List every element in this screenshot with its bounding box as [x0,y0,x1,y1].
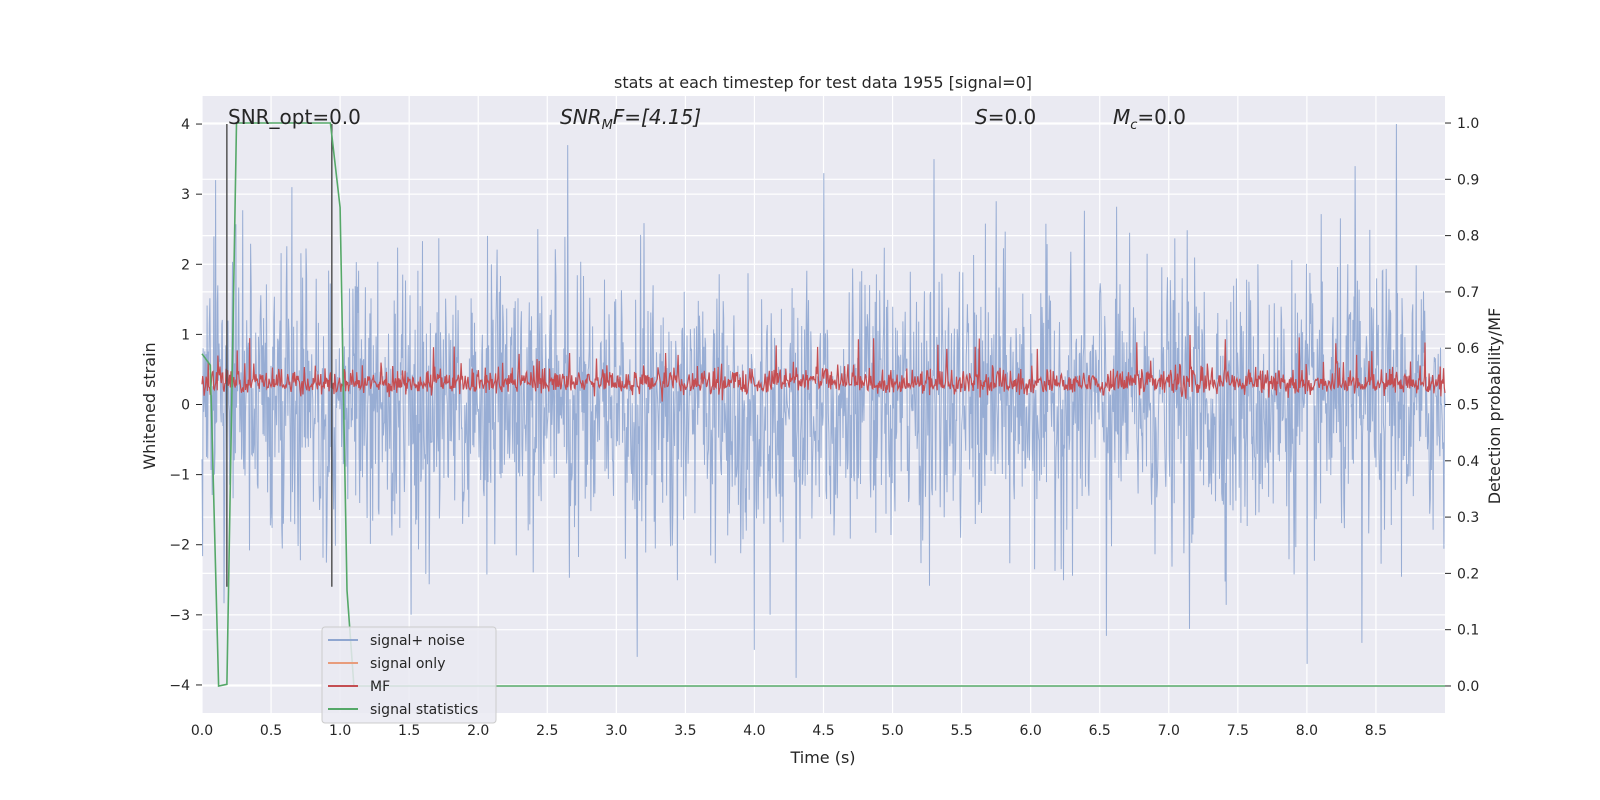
legend-label-mf: MF [370,679,390,695]
annotation-snr-mf-sub: M [602,118,613,133]
y-tick-label: 3 [181,187,190,203]
vertical-markers [226,124,333,587]
x-tick-label: 6.0 [1020,723,1042,739]
y-right-tick-label: 0.0 [1457,679,1479,695]
x-tick-label: 2.5 [536,723,558,739]
series-signal-noise [201,123,1446,678]
y-right-tick-label: 0.7 [1457,285,1479,301]
annotation-snr-opt: SNR_opt=0.0 [228,105,361,129]
y-right-tick-label: 0.4 [1457,454,1479,470]
x-tick-label: 4.5 [812,723,834,739]
x-tick-label: 8.0 [1296,723,1318,739]
x-tick-label: 0.0 [191,723,213,739]
x-tick-label: 1.5 [398,723,420,739]
y-right-tick-label: 0.1 [1457,623,1479,639]
annotation-snr-mf-rest: F=[4.15] [613,105,701,129]
x-ticks: 0.0 0.5 1.0 1.5 2.0 2.5 3.0 3.5 4.0 4.5 5.0 5.5 6.0 6… [191,723,1387,739]
y-right-tick-label: 1.0 [1457,116,1479,132]
y-tick-label: −2 [169,538,190,554]
y-tick-label: 4 [181,117,190,133]
y-right-tick-label: 0.3 [1457,510,1479,526]
chart-title: stats at each timestep for test data 195… [614,73,1032,92]
annotation-s-main: S [975,105,988,129]
y-tick-label: −4 [169,678,190,694]
annotation-mc-main: M [1113,105,1130,129]
y-tick-label: 0 [181,398,190,414]
y-right-ticks: 0.0 0.1 0.2 0.3 0.4 0.5 0.6 0.7 0.8 0.9 1.0 [1445,116,1479,695]
annotation-s: S=0.0 [975,105,1036,129]
annotation-s-rest: =0.0 [988,105,1037,129]
annotation-mc-rest: =0.0 [1137,105,1186,129]
annotation-snr-mf-main: SNR [560,105,602,129]
y-right-tick-label: 0.8 [1457,229,1479,245]
legend-box [321,626,497,724]
annotation-mc: Mc=0.0 [1113,105,1186,133]
y-ticks: −4 −3 −2 −1 0 1 2 3 4 [169,117,202,694]
x-axis-title: Time (s) [789,748,855,767]
y-axis-title: Whitened strain [140,342,159,469]
legend-label-signal-noise: signal+ noise [370,633,465,649]
mf-line [201,334,1446,402]
x-tick-label: 2.0 [467,723,489,739]
x-tick-label: 3.0 [605,723,627,739]
x-tick-label: 1.0 [329,723,351,739]
y-right-tick-label: 0.9 [1457,172,1479,188]
y-right-tick-label: 0.2 [1457,566,1479,582]
y-right-tick-label: 0.6 [1457,341,1479,357]
annotation-snr-mf: SNRMF=[4.15] [560,105,701,133]
x-tick-label: 6.5 [1089,723,1111,739]
y-right-axis-title: Detection probability/MF [1485,308,1504,505]
y-tick-label: −1 [169,468,190,484]
y-tick-label: 1 [181,327,190,343]
y-right-tick-label: 0.5 [1457,398,1479,414]
x-tick-label: 4.0 [743,723,765,739]
x-tick-label: 7.0 [1158,723,1180,739]
y-tick-label: −3 [169,608,190,624]
x-tick-label: 3.5 [674,723,696,739]
annotation-mc-sub: c [1130,118,1137,133]
x-tick-label: 8.5 [1365,723,1387,739]
x-tick-label: 7.5 [1227,723,1249,739]
x-tick-label: 5.5 [950,723,972,739]
legend-label-signal-statistics: signal statistics [370,702,478,718]
x-tick-label: 0.5 [260,723,282,739]
y-tick-label: 2 [181,257,190,273]
legend: signal+ noise signal only MF signal stat… [321,626,497,724]
series-mf [201,334,1446,402]
legend-label-signal-only: signal only [370,656,445,672]
signal-noise-line [201,123,1446,678]
x-tick-label: 5.0 [881,723,903,739]
